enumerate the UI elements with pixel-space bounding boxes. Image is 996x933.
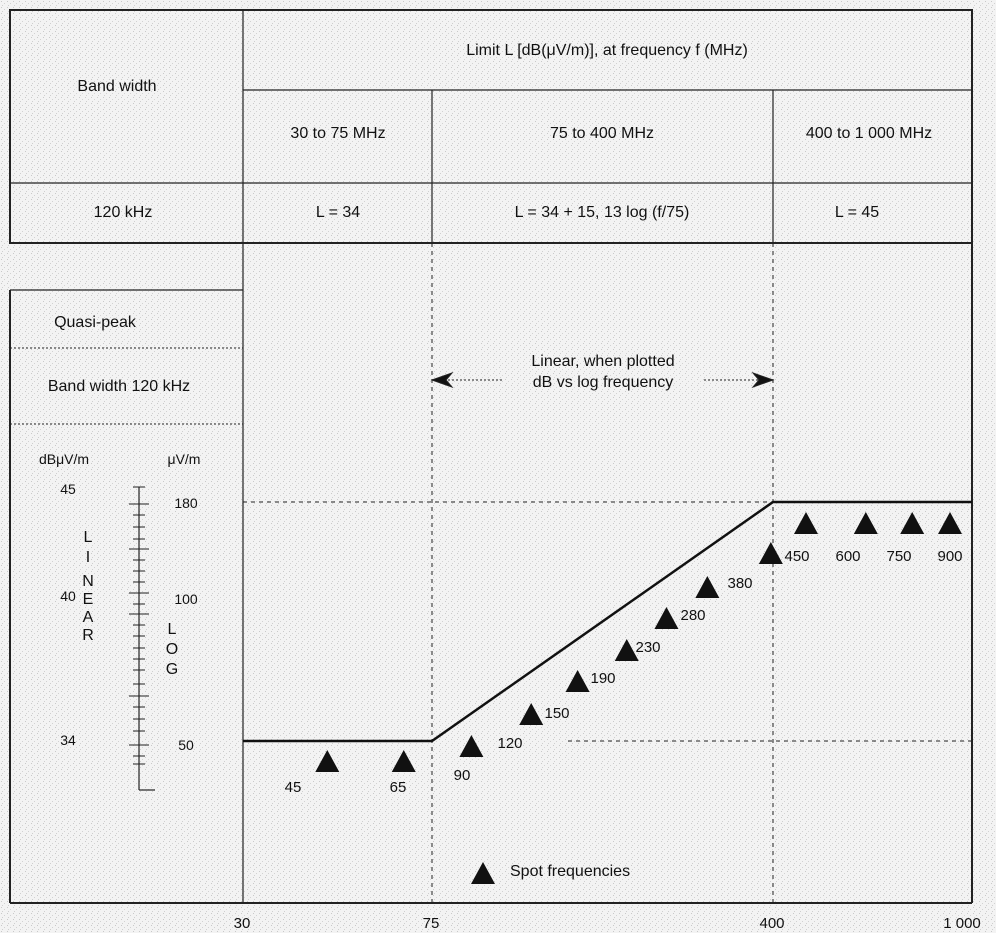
range-75-400: 75 to 400 MHz xyxy=(549,125,655,142)
arrow-left-icon xyxy=(430,371,454,389)
detector-label: Quasi-peak xyxy=(54,314,136,331)
uv-value-180: 180 xyxy=(174,495,198,511)
spot-frequency-marker xyxy=(565,670,590,692)
limit-header: Limit L [dB(μV/m)], at frequency f (MHz) xyxy=(466,42,748,59)
spot-frequency-marker xyxy=(614,639,639,661)
header-table xyxy=(9,9,973,244)
linear-letter: E xyxy=(82,591,94,608)
range-400-1000: 400 to 1 000 MHz xyxy=(805,125,933,142)
uv-value-50: 50 xyxy=(178,737,194,753)
spot-label: 90 xyxy=(453,767,471,784)
spot-frequency-marker xyxy=(853,512,878,534)
spot-label: 230 xyxy=(635,639,661,656)
unit-db-label: dBμV/m xyxy=(38,451,90,467)
spot-frequency-marker xyxy=(758,542,783,564)
spot-legend-label: Spot frequencies xyxy=(510,863,631,880)
spot-label: 380 xyxy=(727,575,753,592)
linear-letter: R xyxy=(82,627,94,644)
scale-axis xyxy=(129,486,155,791)
chart-frame xyxy=(9,243,973,904)
formula-low: L = 34 xyxy=(315,204,361,221)
spot-frequency-marker xyxy=(519,703,544,725)
linear-letter: N xyxy=(82,573,94,590)
spot-legend-icon xyxy=(471,862,495,884)
spot-label: 900 xyxy=(937,548,963,565)
x-tick-1000: 1 000 xyxy=(943,915,981,932)
spot-frequency-marker xyxy=(654,607,679,629)
spot-label: 150 xyxy=(544,705,570,722)
annotation-line1: Linear, when plotted xyxy=(531,353,675,370)
x-tick-30: 30 xyxy=(233,915,251,932)
arrow-right-icon xyxy=(751,371,775,389)
spot-label: 190 xyxy=(590,670,616,687)
linear-letter: A xyxy=(82,609,94,626)
spot-label: 280 xyxy=(680,607,706,624)
spot-frequency-marker xyxy=(459,735,484,757)
spot-label: 65 xyxy=(389,779,407,796)
x-tick-75: 75 xyxy=(422,915,440,932)
range-30-75: 30 to 75 MHz xyxy=(290,125,386,142)
formula-mid: L = 34 + 15, 13 log (f/75) xyxy=(514,204,690,221)
log-letter: O xyxy=(165,641,179,658)
spot-label: 750 xyxy=(886,548,912,565)
spot-frequency-marker xyxy=(695,576,720,598)
spot-frequency-marker xyxy=(391,750,416,772)
annotation-line2: dB vs log frequency xyxy=(532,374,674,391)
db-value-34: 34 xyxy=(60,732,76,748)
linear-letter: I xyxy=(85,549,91,566)
uv-value-100: 100 xyxy=(174,591,198,607)
bandwidth-label: Band width 120 kHz xyxy=(47,378,191,395)
spot-label: 120 xyxy=(497,735,523,752)
spot-frequency-marker xyxy=(793,512,818,534)
spot-label: 45 xyxy=(284,779,302,796)
x-tick-400: 400 xyxy=(759,915,785,932)
spot-label: 450 xyxy=(784,548,810,565)
db-value-40: 40 xyxy=(60,588,76,604)
log-letter: G xyxy=(165,661,179,678)
db-value-45: 45 xyxy=(60,481,76,497)
spot-frequency-marker xyxy=(938,512,962,534)
bandwidth-header: Band width xyxy=(77,78,157,95)
unit-uv-label: μV/m xyxy=(167,451,201,467)
limit-line xyxy=(243,500,972,743)
linear-letter: L xyxy=(83,529,93,546)
spot-markers xyxy=(315,512,962,772)
formula-high: L = 45 xyxy=(834,204,880,221)
spot-frequency-marker xyxy=(315,750,340,772)
spot-frequency-marker xyxy=(900,512,925,534)
bandwidth-value: 120 kHz xyxy=(93,204,153,221)
log-letter: L xyxy=(167,621,177,638)
spot-label: 600 xyxy=(835,548,861,565)
annotation-arrow xyxy=(430,371,775,389)
